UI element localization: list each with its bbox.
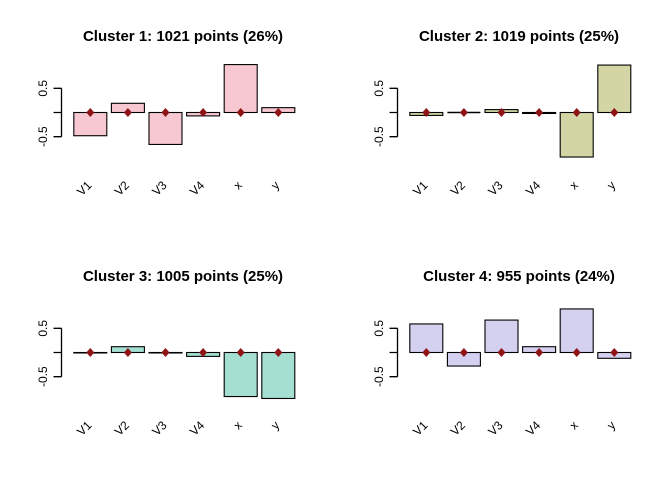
marker-diamond-x	[572, 348, 581, 357]
x-tick-label-V3: V3	[485, 178, 506, 199]
marker-diamond-x	[236, 108, 245, 117]
x-tick-label-V1: V1	[74, 178, 95, 199]
x-tick-label-V3: V3	[149, 178, 170, 199]
barplot-cluster-4: 0.5 -0.5 V1 V2 V3 V4 x y	[372, 308, 632, 439]
panel-cluster-1: 0.5 -0.5 V1 V2 V3 V4 x y Cluster 1: 1021 points…	[0, 0, 336, 240]
panel-title-cluster-3: Cluster 3: 1005 points (25%)	[82, 268, 284, 285]
marker-diamond-V4	[199, 348, 208, 357]
y-axis	[389, 327, 399, 378]
marker-diamond-y	[274, 108, 283, 117]
marker-diamond-V1	[86, 348, 95, 357]
marker-diamond-y	[610, 348, 619, 357]
y-tick-label: 0.5	[36, 80, 50, 97]
x-tick-label-x: x	[231, 178, 245, 192]
marker-diamond-x	[236, 348, 245, 357]
barplot-cluster-3: 0.5 -0.5 V1 V2 V3 V4 x y	[36, 320, 296, 439]
x-tick-label-y: y	[268, 418, 282, 432]
bar-V3	[148, 111, 183, 145]
bar-y	[261, 351, 296, 400]
y-axis	[53, 327, 63, 378]
marker-diamond-V4	[199, 108, 208, 117]
x-tick-label-x: x	[567, 178, 581, 192]
y-tick-label: -0.5	[372, 366, 386, 387]
marker-diamond-V4	[535, 108, 544, 117]
marker-diamond-V3	[161, 348, 170, 357]
x-tick-label-y: y	[268, 178, 282, 192]
panel-cluster-3: 0.5 -0.5 V1 V2 V3 V4 x y Cluster 3: 1005 points…	[0, 240, 336, 480]
x-tick-label-V4: V4	[187, 178, 208, 199]
x-tick-label-V2: V2	[112, 178, 133, 199]
y-tick-label: 0.5	[372, 320, 386, 337]
bar-x	[559, 111, 594, 158]
y-axis	[389, 87, 399, 138]
x-tick-label-V1: V1	[410, 418, 431, 439]
y-tick-label: -0.5	[372, 126, 386, 147]
x-tick-label-V1: V1	[74, 418, 95, 439]
x-tick-label-V2: V2	[448, 418, 469, 439]
bar-x	[223, 64, 258, 114]
x-tick-label-V2: V2	[112, 418, 133, 439]
x-tick-label-V4: V4	[523, 178, 544, 199]
marker-diamond-V2	[123, 348, 132, 357]
x-tick-label-V1: V1	[410, 178, 431, 199]
x-tick-label-y: y	[604, 418, 618, 432]
bar-x	[559, 308, 594, 354]
panel-cluster-2: 0.5 -0.5 V1 V2 V3 V4 x y Cluster 2: 1019 points…	[336, 0, 672, 240]
marker-diamond-V2	[459, 348, 468, 357]
bar-V3	[484, 319, 519, 354]
x-tick-label-y: y	[604, 178, 618, 192]
panel-title-cluster-4: Cluster 4: 955 points (24%)	[423, 268, 615, 285]
y-tick-label: -0.5	[36, 366, 50, 387]
panel-cluster-4: 0.5 -0.5 V1 V2 V3 V4 x y Cluster 4: 955 points …	[336, 240, 672, 480]
marker-diamond-V2	[459, 108, 468, 117]
bar-x	[223, 351, 258, 398]
marker-diamond-V3	[497, 348, 506, 357]
marker-diamond-V3	[497, 108, 506, 117]
barplot-cluster-2: 0.5 -0.5 V1 V2 V3 V4 x y	[372, 64, 632, 199]
x-tick-label-x: x	[567, 418, 581, 432]
marker-diamond-V1	[422, 348, 431, 357]
marker-diamond-V4	[535, 348, 544, 357]
marker-diamond-y	[274, 348, 283, 357]
panel-title-cluster-2: Cluster 2: 1019 points (25%)	[418, 28, 620, 45]
y-tick-label: 0.5	[372, 80, 386, 97]
barplot-cluster-1: 0.5 -0.5 V1 V2 V3 V4 x y	[36, 64, 296, 199]
marker-diamond-V3	[161, 108, 170, 117]
marker-diamond-V2	[123, 108, 132, 117]
marker-diamond-V1	[86, 108, 95, 117]
marker-diamond-V1	[422, 108, 431, 117]
y-tick-label: -0.5	[36, 126, 50, 147]
marker-diamond-x	[572, 108, 581, 117]
x-tick-label-V4: V4	[187, 418, 208, 439]
y-tick-label: 0.5	[36, 320, 50, 337]
y-axis	[53, 87, 63, 138]
marker-diamond-y	[610, 108, 619, 117]
panel-title-cluster-1: Cluster 1: 1021 points (26%)	[82, 28, 284, 45]
x-tick-label-V2: V2	[448, 178, 469, 199]
bar-y	[597, 64, 632, 114]
x-tick-label-V3: V3	[149, 418, 170, 439]
x-tick-label-V3: V3	[485, 418, 506, 439]
x-tick-label-x: x	[231, 418, 245, 432]
x-tick-label-V4: V4	[523, 418, 544, 439]
